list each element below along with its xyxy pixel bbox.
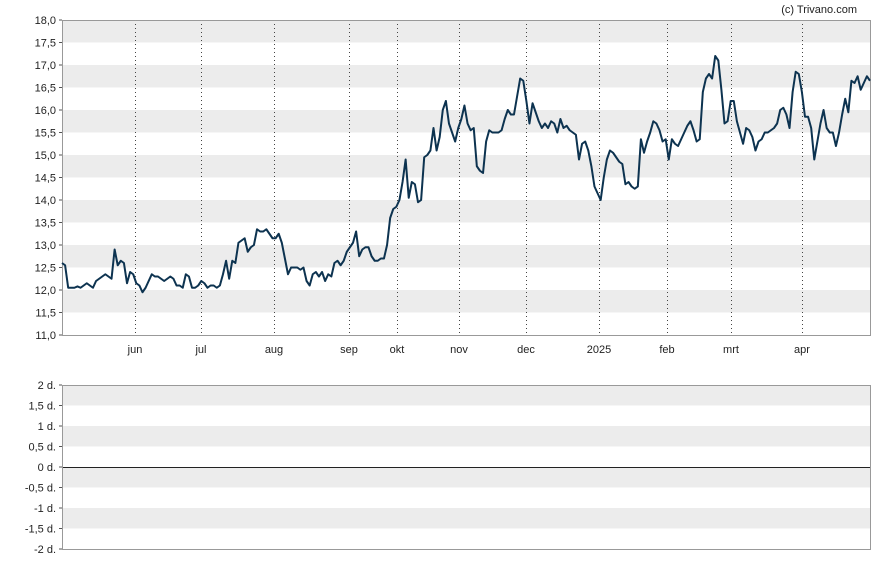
month-x-tick-label: aug [265, 344, 283, 356]
month-x-tick-label: mrt [723, 344, 739, 356]
price-y-tick-label: 17,5 [35, 38, 56, 50]
volume-chart-bands [62, 385, 870, 529]
volume-y-tick-label: 1 d. [38, 421, 56, 433]
volume-band [62, 508, 870, 529]
credit-label: (c) Trivano.com [781, 4, 857, 16]
price-y-tick-label: 14,0 [35, 195, 56, 207]
month-x-tick-label: feb [659, 344, 674, 356]
month-x-tick-label: sep [340, 344, 358, 356]
price-band [62, 20, 870, 43]
month-x-tick-label: apr [794, 344, 810, 356]
price-y-axis: 11,0 11,5 12,0 12,5 13,0 13,5 14,0 14,5 15,0 15,5… [35, 15, 62, 342]
volume-y-tick-label: 0,5 d. [28, 442, 56, 454]
month-x-tick-label: okt [390, 344, 405, 356]
price-y-tick-label: 16,0 [35, 105, 56, 117]
volume-y-tick-label: 2 d. [38, 380, 56, 392]
price-y-tick-label: 17,0 [35, 60, 56, 72]
price-chart-vertical-grid [135, 20, 803, 335]
price-y-tick-label: 15,5 [35, 128, 56, 140]
month-x-tick-label: nov [450, 344, 468, 356]
volume-y-tick-label: -1,5 d. [25, 524, 56, 536]
month-x-tick-label: jul [194, 344, 206, 356]
price-chart-bands [62, 20, 870, 313]
volume-y-tick-label: -0,5 d. [25, 483, 56, 495]
volume-band [62, 467, 870, 488]
volume-y-tick-label: 1,5 d. [28, 401, 56, 413]
price-y-tick-label: 15,0 [35, 150, 56, 162]
price-y-tick-label: 16,5 [35, 83, 56, 95]
price-y-tick-label: 11,0 [35, 330, 56, 342]
price-band [62, 155, 870, 178]
volume-band [62, 426, 870, 447]
month-x-tick-label: jun [127, 344, 143, 356]
month-x-tick-label: dec [517, 344, 535, 356]
price-band [62, 245, 870, 268]
price-y-tick-label: 13,5 [35, 218, 56, 230]
price-y-tick-label: 13,0 [35, 240, 56, 252]
price-band [62, 65, 870, 88]
price-y-tick-label: 12,0 [35, 285, 56, 297]
price-y-tick-label: 12,5 [35, 263, 56, 275]
price-y-tick-label: 18,0 [35, 15, 56, 27]
volume-y-tick-label: -1 d. [34, 503, 56, 515]
volume-y-axis: 2 d. 1,5 d. 1 d. 0,5 d. 0 d. -0,5 d. -1 d. -1,5… [25, 380, 62, 556]
month-x-tick-label: 2025 [587, 344, 611, 356]
price-y-tick-label: 11,5 [35, 308, 56, 320]
volume-y-tick-label: -2 d. [34, 544, 56, 556]
price-series-line [61, 55, 871, 294]
volume-chart-frame [62, 385, 871, 550]
price-band [62, 290, 870, 313]
price-band [62, 110, 870, 133]
month-x-axis: jun jul aug sep okt nov dec 2025 feb mrt apr [127, 344, 811, 356]
volume-band [62, 385, 870, 406]
price-chart-frame [62, 20, 871, 336]
price-band [62, 200, 870, 223]
price-y-tick-label: 14,5 [35, 173, 56, 185]
volume-y-tick-label: 0 d. [38, 462, 56, 474]
